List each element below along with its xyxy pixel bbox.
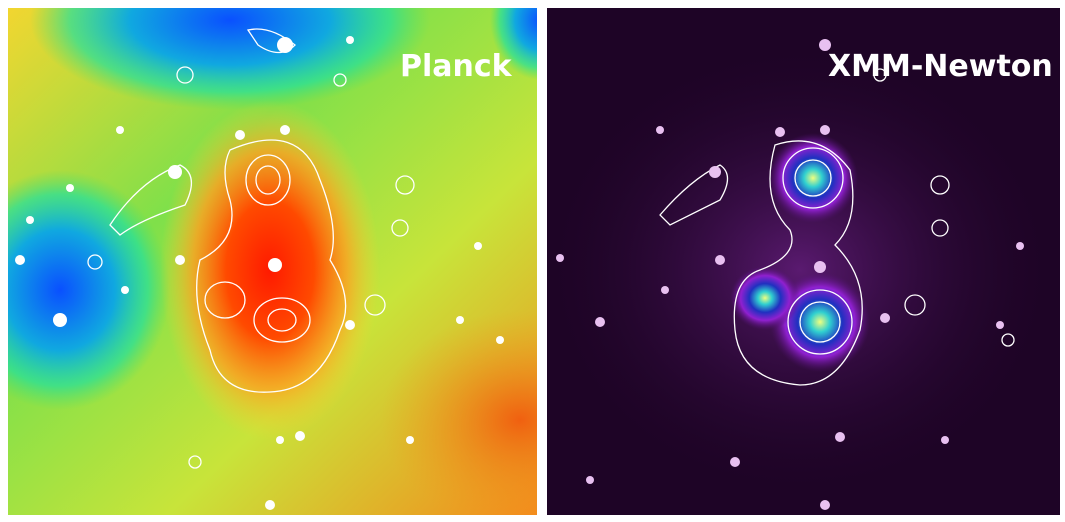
panel-label: XMM-Newton bbox=[828, 49, 1053, 84]
xmm-panel: XMM-Newton bbox=[547, 8, 1060, 515]
panel-label: Planck bbox=[400, 49, 513, 84]
planck-panel: Planck bbox=[8, 8, 537, 515]
